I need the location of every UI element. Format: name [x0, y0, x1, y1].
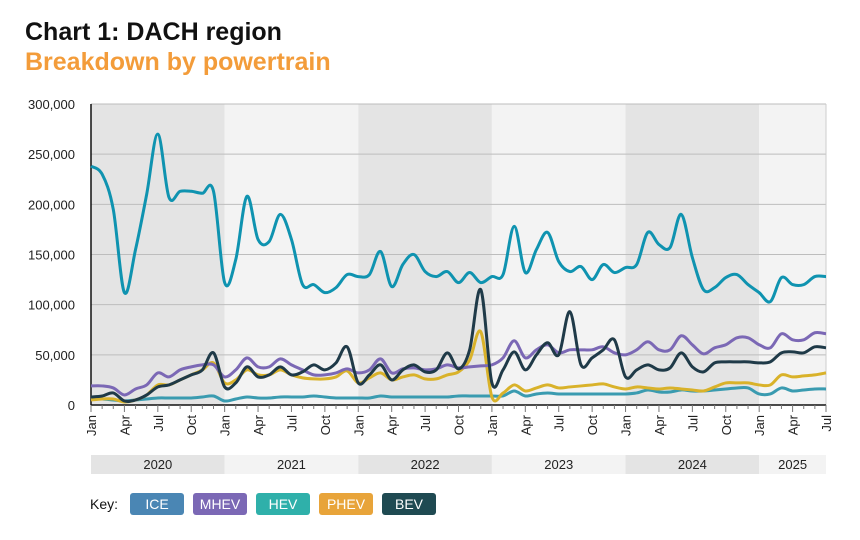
- year-label-band: [358, 455, 492, 474]
- legend: Key: ICE MHEV HEV PHEV BEV: [90, 493, 437, 515]
- year-label: 2021: [277, 457, 306, 472]
- chart-title: Chart 1: DACH region: [25, 18, 282, 46]
- legend-item-ice: ICE: [130, 493, 185, 515]
- legend-item-bev: BEV: [382, 493, 437, 515]
- x-tick-label: Apr: [385, 414, 400, 435]
- series-line-phev: [90, 329, 827, 404]
- x-tick-label: Apr: [518, 414, 533, 435]
- year-label: 2023: [544, 457, 573, 472]
- y-tick-label: 300,000: [28, 97, 75, 112]
- year-label-band: [91, 455, 225, 474]
- year-label-band: [491, 455, 626, 474]
- x-tick-label: Jul: [418, 415, 433, 432]
- legend-item-hev: HEV: [256, 493, 311, 515]
- x-tick-label: Oct: [318, 415, 333, 436]
- x-tick-label: Apr: [117, 414, 132, 435]
- x-tick-label: Jul: [552, 415, 567, 432]
- x-tick-label: Jul: [151, 415, 166, 432]
- x-tick-label: Jan: [619, 415, 634, 436]
- legend-item-phev: PHEV: [319, 493, 374, 515]
- year-label-band: [759, 455, 826, 474]
- x-tick-label: Apr: [251, 414, 266, 435]
- year-label: 2025: [778, 457, 807, 472]
- series-line-ice: [90, 132, 827, 304]
- series-line-bev: [90, 288, 827, 403]
- legend-key-label: Key:: [90, 496, 119, 512]
- x-tick-label: Oct: [585, 415, 600, 436]
- x-tick-label: Oct: [184, 415, 199, 436]
- y-tick-label: 250,000: [28, 147, 75, 162]
- y-tick-label: 100,000: [28, 298, 75, 313]
- x-tick-label: Jul: [685, 415, 700, 432]
- y-tick-label: 50,000: [35, 348, 75, 363]
- legend-item-mhev: MHEV: [193, 493, 248, 515]
- x-tick-label: Apr: [786, 414, 801, 435]
- year-label: 2024: [678, 457, 707, 472]
- y-tick-label: 200,000: [28, 197, 75, 212]
- x-tick-label: Jul: [819, 415, 834, 432]
- y-tick-label: 150,000: [28, 248, 75, 263]
- x-tick-label: Jan: [351, 415, 366, 436]
- year-label: 2022: [411, 457, 440, 472]
- year-label: 2020: [143, 457, 172, 472]
- chart-subtitle: Breakdown by powertrain: [25, 48, 331, 76]
- x-tick-label: Oct: [452, 415, 467, 436]
- x-tick-label: Oct: [719, 415, 734, 436]
- x-tick-label: Jan: [218, 415, 233, 436]
- year-label-band: [625, 455, 760, 474]
- x-tick-label: Jul: [284, 415, 299, 432]
- x-tick-label: Jan: [84, 415, 99, 436]
- x-tick-label: Jan: [752, 415, 767, 436]
- x-tick-label: Apr: [652, 414, 667, 435]
- year-label-band: [224, 455, 359, 474]
- y-tick-label: 0: [68, 398, 75, 413]
- x-tick-label: Jan: [485, 415, 500, 436]
